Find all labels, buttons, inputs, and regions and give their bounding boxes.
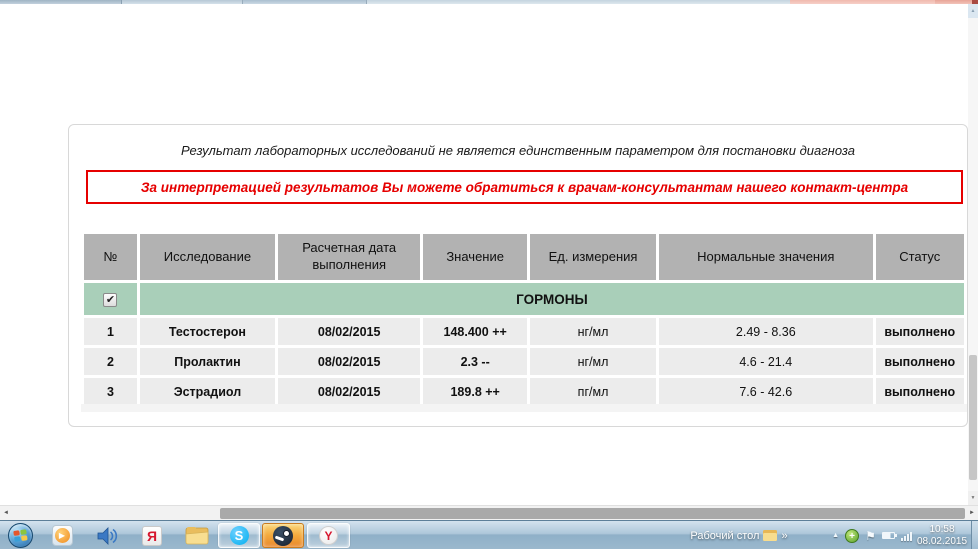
yandex-app-taskbar-button[interactable]: Я xyxy=(140,523,164,548)
group-checkbox[interactable]: ✔ xyxy=(103,293,118,307)
row-num: 1 xyxy=(84,318,137,345)
results-table: № Исследование Расчетная дата выполнения… xyxy=(81,231,967,408)
network-signal-icon[interactable] xyxy=(900,531,912,541)
desktop-toolbar-label: Рабочий стол xyxy=(690,529,760,542)
yandex-browser-taskbar-button[interactable]: Y xyxy=(307,523,350,548)
desktop-toolbar[interactable]: Рабочий стол » xyxy=(686,523,792,548)
warning-banner: За интерпретацией результатов Вы можете … xyxy=(86,170,963,204)
show-hidden-icons-button[interactable]: ▲ xyxy=(832,532,840,539)
row-value: 189.8 ++ xyxy=(423,378,527,405)
media-player-taskbar-button[interactable]: ▶ xyxy=(49,523,75,548)
update-tray-icon[interactable]: + xyxy=(845,528,860,543)
browser-tab-fragment[interactable] xyxy=(0,0,122,4)
row-range: 4.6 - 21.4 xyxy=(659,348,873,375)
horizontal-scrollbar[interactable]: ◄ ► xyxy=(0,505,978,520)
row-unit: нг/мл xyxy=(530,318,657,345)
row-study-name: Тестостерон xyxy=(139,318,276,345)
row-range: 2.49 - 8.36 xyxy=(659,318,873,345)
speaker-icon xyxy=(97,526,118,545)
row-date: 08/02/2015 xyxy=(278,348,421,375)
skype-taskbar-button[interactable]: S xyxy=(218,523,260,548)
system-tray: ▲ + ⚑ xyxy=(826,523,918,548)
scroll-left-icon[interactable]: ◄ xyxy=(3,510,9,516)
group-row: ✔ ГОРМОНЫ xyxy=(84,283,964,315)
row-num: 3 xyxy=(84,378,137,405)
col-header-status: Статус xyxy=(875,234,964,280)
row-status: выполнено xyxy=(875,378,964,405)
col-header-date: Расчетная дата выполнения xyxy=(278,234,421,280)
table-row: 1 Тестостерон 08/02/2015 148.400 ++ нг/м… xyxy=(84,318,964,345)
start-button[interactable] xyxy=(4,523,36,548)
yandex-letter-icon: Я xyxy=(142,525,162,546)
warning-text: За интерпретацией результатов Вы можете … xyxy=(140,179,909,195)
horizontal-scrollbar-thumb[interactable] xyxy=(220,508,965,519)
lab-results-card: Результат лабораторных исследований не я… xyxy=(68,124,968,427)
browser-tabstrip-space xyxy=(367,0,790,4)
row-status: выполнено xyxy=(875,348,964,375)
battery-icon[interactable] xyxy=(881,532,897,539)
row-date: 08/02/2015 xyxy=(278,378,421,405)
table-row: 2 Пролактин 08/02/2015 2.3 -- нг/мл 4.6 … xyxy=(84,348,964,375)
vertical-scrollbar-thumb[interactable] xyxy=(969,355,977,480)
browser-chrome-strip xyxy=(0,0,978,4)
yandex-browser-icon: Y xyxy=(319,526,338,545)
windows-logo-icon xyxy=(7,523,33,548)
table-row: 3 Эстрадиол 08/02/2015 189.8 ++ пг/мл 7.… xyxy=(84,378,964,405)
col-header-study: Исследование xyxy=(139,234,276,280)
table-footer-strip xyxy=(81,404,967,412)
taskbar: ▶ Я S xyxy=(0,520,978,549)
toolbar-overflow-chevron[interactable]: » xyxy=(781,529,788,542)
browser-close-button-fragment[interactable] xyxy=(935,0,972,4)
row-value: 2.3 -- xyxy=(423,348,527,375)
folder-icon xyxy=(185,527,209,545)
action-center-flag-icon[interactable]: ⚑ xyxy=(865,528,876,543)
window-edge xyxy=(972,0,978,4)
row-date: 08/02/2015 xyxy=(278,318,421,345)
browser-close-button-fragment[interactable] xyxy=(790,0,935,4)
vertical-scrollbar[interactable]: ▲ ▼ xyxy=(968,4,978,505)
scroll-up-icon[interactable]: ▲ xyxy=(968,4,978,18)
col-header-value: Значение xyxy=(423,234,527,280)
row-status: выполнено xyxy=(875,318,964,345)
volume-taskbar-button[interactable] xyxy=(94,523,122,548)
row-study-name: Пролактин xyxy=(139,348,276,375)
col-header-unit: Ед. измерения xyxy=(530,234,657,280)
folder-icon xyxy=(763,530,778,541)
clock-time: 10:58 xyxy=(929,524,955,535)
group-label: ГОРМОНЫ xyxy=(139,283,964,315)
browser-tab-fragment[interactable] xyxy=(122,0,243,4)
media-player-icon: ▶ xyxy=(51,525,73,546)
play-icon: ▶ xyxy=(54,528,70,543)
explorer-taskbar-button[interactable] xyxy=(183,523,211,548)
col-header-num: № xyxy=(84,234,137,280)
steam-icon xyxy=(273,525,293,546)
group-checkbox-cell: ✔ xyxy=(84,283,137,315)
browser-tab-fragment[interactable] xyxy=(243,0,367,4)
disclaimer-text: Результат лабораторных исследований не я… xyxy=(180,143,856,158)
show-desktop-button[interactable] xyxy=(971,521,978,549)
row-unit: нг/мл xyxy=(530,348,657,375)
col-header-range: Нормальные значения xyxy=(659,234,873,280)
scroll-down-icon[interactable]: ▼ xyxy=(968,491,978,505)
clock-date: 08.02.2015 xyxy=(916,535,968,547)
row-value: 148.400 ++ xyxy=(423,318,527,345)
row-study-name: Эстрадиол xyxy=(139,378,276,405)
scroll-right-icon[interactable]: ► xyxy=(969,510,975,516)
steam-taskbar-button[interactable] xyxy=(262,523,304,548)
table-header-row: № Исследование Расчетная дата выполнения… xyxy=(84,234,964,280)
row-unit: пг/мл xyxy=(530,378,657,405)
row-range: 7.6 - 42.6 xyxy=(659,378,873,405)
taskbar-clock[interactable]: 10:58 08.02.2015 xyxy=(916,523,968,548)
row-num: 2 xyxy=(84,348,137,375)
skype-icon: S xyxy=(229,526,249,545)
